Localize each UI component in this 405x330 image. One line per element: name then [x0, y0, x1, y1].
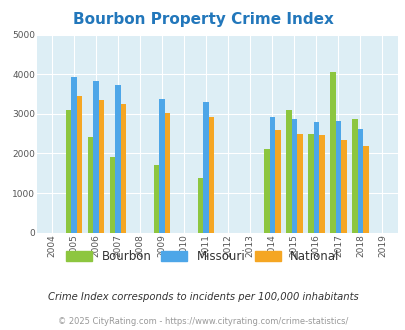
Bar	[307, 134, 313, 233]
Bar	[87, 137, 93, 233]
Bar	[335, 121, 340, 233]
Bar	[269, 117, 274, 233]
Bar	[296, 134, 302, 233]
Bar	[274, 130, 280, 233]
Bar	[164, 113, 170, 233]
Bar	[77, 96, 82, 233]
Bar	[329, 72, 335, 233]
Bar	[115, 85, 121, 233]
Bar	[362, 146, 368, 233]
Legend: Bourbon, Missouri, National: Bourbon, Missouri, National	[66, 250, 339, 263]
Bar	[109, 157, 115, 233]
Bar	[291, 119, 296, 233]
Bar	[203, 102, 209, 233]
Bar	[71, 77, 77, 233]
Bar	[66, 110, 71, 233]
Bar	[340, 140, 346, 233]
Bar	[93, 82, 98, 233]
Bar	[121, 104, 126, 233]
Bar	[286, 110, 291, 233]
Bar	[159, 99, 164, 233]
Bar	[209, 116, 214, 233]
Bar	[98, 100, 104, 233]
Bar	[263, 149, 269, 233]
Text: © 2025 CityRating.com - https://www.cityrating.com/crime-statistics/: © 2025 CityRating.com - https://www.city…	[58, 317, 347, 326]
Bar	[153, 165, 159, 233]
Bar	[318, 135, 324, 233]
Text: Crime Index corresponds to incidents per 100,000 inhabitants: Crime Index corresponds to incidents per…	[47, 292, 358, 302]
Bar	[351, 118, 357, 233]
Bar	[357, 128, 362, 233]
Bar	[313, 122, 318, 233]
Bar	[198, 178, 203, 233]
Text: Bourbon Property Crime Index: Bourbon Property Crime Index	[72, 12, 333, 26]
